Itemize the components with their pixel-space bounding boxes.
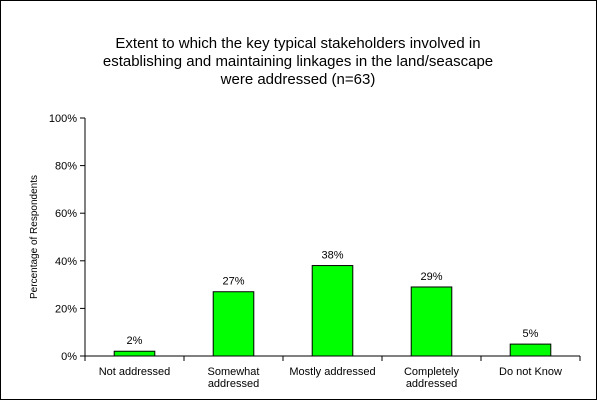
data-label: 5%	[523, 328, 539, 340]
bar	[410, 286, 453, 357]
bars	[113, 265, 552, 357]
bar	[212, 291, 255, 357]
y-tick-label: 20%	[55, 303, 77, 315]
data-labels: 2% 27% 38% 29% 5%	[127, 250, 539, 348]
x-tick-label: Not addressed	[99, 366, 171, 378]
x-tick-label: Mostly addressed	[289, 366, 375, 378]
y-tick-label: 80%	[55, 161, 77, 173]
chart-title-line: Extent to which the key typical stakehol…	[115, 35, 480, 52]
data-label: 38%	[321, 250, 343, 262]
bar	[113, 350, 156, 357]
chart-title-line: establishing and maintaining linkages in…	[103, 53, 493, 70]
chart-title: Extent to which the key typical stakehol…	[103, 35, 493, 88]
bar	[509, 343, 552, 357]
y-tick-label: 100%	[49, 113, 77, 125]
data-label: 29%	[420, 271, 442, 283]
data-label: 27%	[222, 276, 244, 288]
y-axis-title: Percentage of Respondents	[29, 175, 40, 299]
y-tick-label: 40%	[55, 256, 77, 268]
chart-title-line: were addressed (n=63)	[220, 71, 376, 88]
x-tick-label: Completely	[404, 366, 460, 378]
y-tick-label: 0%	[61, 351, 77, 363]
data-label: 2%	[127, 335, 143, 347]
x-tick-label: addressed	[208, 378, 259, 390]
y-tick-label: 60%	[55, 208, 77, 220]
x-tick-label: addressed	[406, 378, 457, 390]
bar	[311, 265, 354, 357]
y-axis: 0% 20% 40% 60% 80% 100%	[49, 113, 86, 363]
y-axis-label: Percentage of Respondents	[29, 175, 40, 299]
x-tick-label: Somewhat	[208, 366, 260, 378]
x-tick-label: Do not Know	[499, 366, 562, 378]
